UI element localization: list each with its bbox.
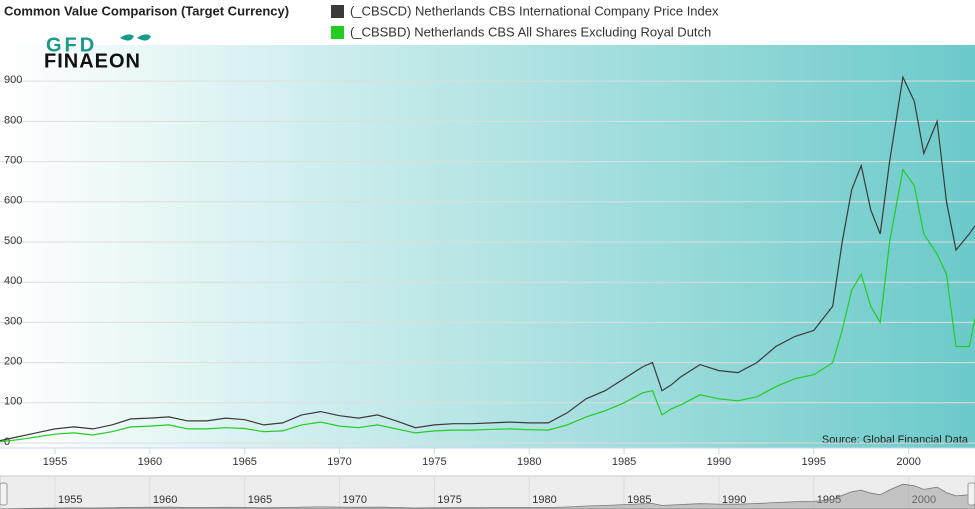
x-tick-label: 1995 xyxy=(802,456,826,468)
series-line xyxy=(0,168,975,443)
navigator-tick-label: 1955 xyxy=(58,494,82,506)
y-tick-label: 600 xyxy=(4,195,22,207)
legend-swatch xyxy=(331,5,344,18)
source-note: Source: Global Financial Data xyxy=(822,434,969,446)
x-tick-label: 1990 xyxy=(707,456,731,468)
logo-top: GFD xyxy=(46,34,97,56)
legend-swatch xyxy=(331,26,344,39)
navigator-tick-label: 1990 xyxy=(722,494,746,506)
navigator-frame xyxy=(0,475,975,509)
y-tick-label: 500 xyxy=(4,235,22,247)
legend-label[interactable]: (_CBSBD) Netherlands CBS All Shares Excl… xyxy=(350,24,711,39)
y-tick-label: 100 xyxy=(4,396,22,408)
navigator-handle[interactable] xyxy=(967,482,975,506)
navigator-tick-label: 1960 xyxy=(153,494,177,506)
x-tick-label: 1970 xyxy=(327,456,351,468)
y-tick-label: 700 xyxy=(4,154,22,166)
y-tick-label: 800 xyxy=(4,114,22,126)
x-tick-label: 1965 xyxy=(232,456,256,468)
y-tick-label: 900 xyxy=(4,74,22,86)
y-tick-label: 200 xyxy=(4,356,22,368)
logo-leaf xyxy=(120,34,151,41)
navigator-tick-label: 1975 xyxy=(437,494,461,506)
y-tick-label: 300 xyxy=(4,315,22,327)
x-tick-label: 2000 xyxy=(896,456,920,468)
y-tick-label: 400 xyxy=(4,275,22,287)
navigator-tick-label: 1970 xyxy=(343,494,367,506)
logo-bottom: FINAEON xyxy=(44,50,141,72)
x-tick-label: 1960 xyxy=(138,456,162,468)
chart-title: Common Value Comparison (Target Currency… xyxy=(4,3,289,18)
x-tick-label: 1955 xyxy=(43,456,67,468)
navigator-tick-label: 1965 xyxy=(248,494,272,506)
series-line xyxy=(0,75,975,442)
y-tick-label: 0 xyxy=(4,436,10,448)
x-tick-label: 1980 xyxy=(517,456,541,468)
x-tick-label: 1985 xyxy=(612,456,636,468)
legend-label[interactable]: (_CBSCD) Netherlands CBS International C… xyxy=(350,3,719,18)
navigator-handle[interactable] xyxy=(0,482,8,506)
x-tick-label: 1975 xyxy=(422,456,446,468)
navigator-series xyxy=(0,483,975,509)
navigator-tick-label: 1980 xyxy=(532,494,556,506)
navigator-tick-label: 1985 xyxy=(627,494,651,506)
plot-background xyxy=(0,45,975,448)
